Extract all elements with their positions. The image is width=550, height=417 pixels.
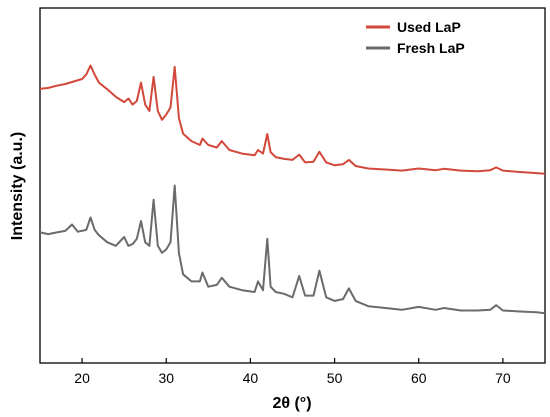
plot-frame [39, 7, 546, 364]
x-axis-title: 2θ (°) [272, 395, 311, 412]
x-tick-label: 60 [411, 370, 427, 386]
x-tick-label: 50 [327, 370, 343, 386]
series-layer [39, 64, 546, 315]
series-line-used-lap [39, 64, 546, 175]
x-tick-label: 40 [243, 370, 259, 386]
x-tick-label: 70 [495, 370, 511, 386]
series-line-fresh-lap [39, 184, 546, 315]
y-axis-title: Intensity (a.u.) [9, 132, 26, 240]
legend-label-fresh-lap: Fresh LaP [397, 40, 465, 56]
x-tick-label: 30 [158, 370, 174, 386]
legend: Used LaP Fresh LaP [366, 19, 465, 56]
x-axis-ticks: 20 30 40 50 60 70 [74, 358, 511, 386]
legend-label-used-lap: Used LaP [397, 19, 461, 35]
x-tick-label: 20 [74, 370, 90, 386]
